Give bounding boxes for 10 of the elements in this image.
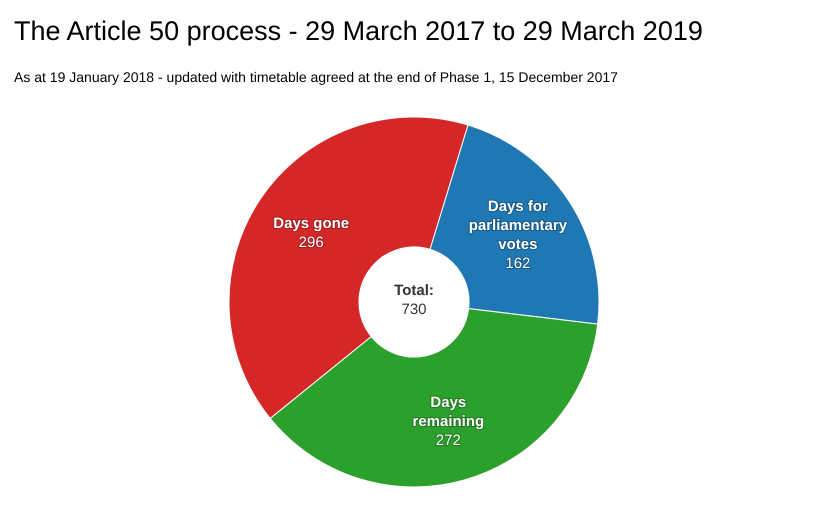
slice-label: Days gone (273, 215, 350, 232)
text: 730 (401, 301, 427, 318)
chart-subtitle: As at 19 January 2018 - updated with timetable agreed at the end of Phase 1, 15 December 2017 (14, 69, 618, 85)
slice-label: Days remaining (412, 394, 484, 430)
data-label: 272 (436, 432, 461, 450)
chart-title: The Article 50 process - 29 March 2017 to 29 March 2019 (14, 16, 703, 46)
data-label: 162 (505, 254, 530, 272)
text: Total: (394, 282, 434, 299)
slice-label: Days for parliamentary votes (468, 198, 568, 253)
data-label: 296 (298, 234, 324, 252)
